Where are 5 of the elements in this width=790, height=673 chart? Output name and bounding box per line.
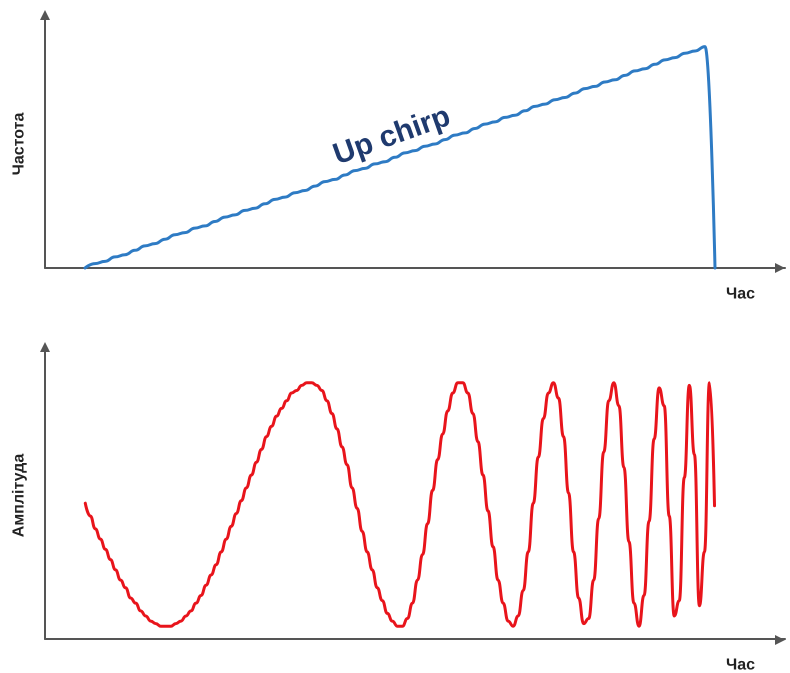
y-axis-title: Частота [10,112,28,176]
annotation: Up chirp [328,99,454,172]
y-axis-title: Амплітуда [10,454,28,538]
x-axis-title: Час [726,286,756,302]
x-axis-title: Час [726,656,756,673]
